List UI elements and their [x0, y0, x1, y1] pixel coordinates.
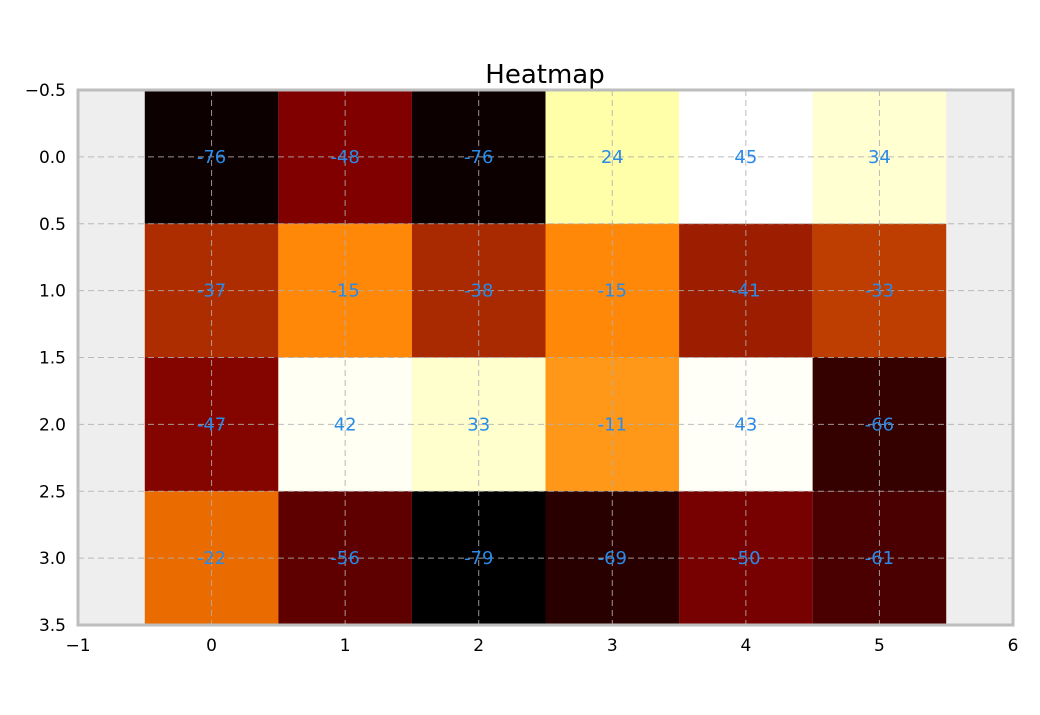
x-tick-label: 4 [740, 636, 751, 656]
x-tick-label: 1 [340, 636, 351, 656]
cell-value-label: 34 [868, 147, 891, 168]
cell-value-label: 33 [467, 414, 490, 435]
x-tick-label: 3 [607, 636, 618, 656]
y-axis-ticks: −0.5 0.0 0.5 1.0 1.5 2.0 2.5 3.0 3.5 [25, 81, 66, 636]
cell-value-label: -37 [197, 281, 226, 302]
grid-lines [78, 90, 1013, 625]
y-tick-label: 1.0 [39, 282, 66, 302]
cell-value-label: -11 [598, 414, 627, 435]
cell-value-label: -66 [865, 414, 894, 435]
cell-value-label: -38 [464, 281, 493, 302]
y-tick-label: −0.5 [25, 81, 66, 101]
cell-value-label: -41 [731, 281, 760, 302]
y-tick-label: 1.5 [39, 349, 66, 369]
cell-value-label: -33 [865, 281, 894, 302]
cell-value-label: -47 [197, 414, 226, 435]
y-tick-label: 2.5 [39, 482, 66, 502]
y-tick-label: 2.0 [39, 415, 66, 435]
cell-value-label: -69 [598, 548, 627, 569]
cell-value-label: 42 [334, 414, 357, 435]
plot-frame [76, 88, 1015, 627]
cell-value-label: 43 [734, 414, 757, 435]
cell-value-label: -15 [598, 281, 627, 302]
y-tick-label: 3.0 [39, 549, 66, 569]
cell-value-label: -79 [464, 548, 493, 569]
x-tick-label: 6 [1008, 636, 1019, 656]
cell-value-label: -61 [865, 548, 894, 569]
cell-value-labels: -76 -48 -76 24 45 34 -37 -15 -38 -15 -41 -33 -47 42 33… [197, 147, 894, 569]
chart-title: Heatmap [485, 60, 604, 90]
x-tick-label: 0 [206, 636, 217, 656]
x-axis-ticks: −1 0 1 2 3 4 5 6 [65, 636, 1018, 656]
y-tick-label: 3.5 [39, 616, 66, 636]
cell-value-label: -76 [197, 147, 226, 168]
cell-value-label: -48 [330, 147, 359, 168]
cell-value-label: -56 [330, 548, 359, 569]
cell-value-label: -15 [330, 281, 359, 302]
cell-value-label: -50 [731, 548, 760, 569]
cell-value-label: 45 [734, 147, 757, 168]
cell-value-label: -22 [197, 548, 226, 569]
cell-value-label: 24 [601, 147, 624, 168]
x-tick-label: 2 [473, 636, 484, 656]
y-tick-label: 0.0 [39, 148, 66, 168]
y-tick-label: 0.5 [39, 215, 66, 235]
x-tick-label: 5 [874, 636, 885, 656]
cell-value-label: -76 [464, 147, 493, 168]
heatmap-cells [144, 90, 947, 625]
x-tick-label: −1 [65, 636, 90, 656]
